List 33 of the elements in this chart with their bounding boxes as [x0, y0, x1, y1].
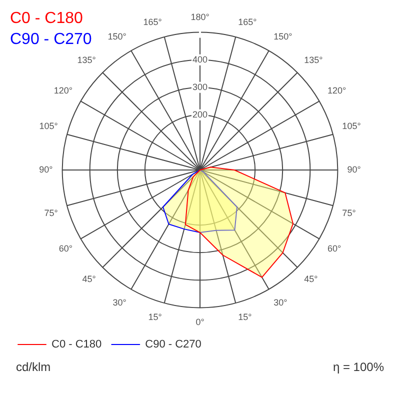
- text: η = 100%: [332, 360, 384, 374]
- spoke-label: 90°: [39, 164, 54, 174]
- spoke-label: 45°: [82, 274, 96, 284]
- spoke-label: 180°: [190, 12, 210, 22]
- spoke-label: 15°: [148, 312, 162, 322]
- spoke-label: 120°: [327, 85, 346, 96]
- spoke-label: 30°: [112, 297, 127, 308]
- y-tick-label: 200: [192, 109, 208, 120]
- spoke-label: 75°: [44, 208, 58, 218]
- spoke-label: 90°: [347, 164, 362, 174]
- spoke-label: 60°: [58, 243, 73, 254]
- text: cd/klm: [16, 360, 51, 374]
- spoke-label: 150°: [108, 32, 127, 42]
- y-tick-label: 300: [192, 82, 208, 92]
- spoke-label: 135°: [304, 55, 324, 65]
- spoke-label: 150°: [274, 32, 293, 42]
- spoke-label: 30°: [274, 297, 288, 308]
- legend-label: C0 - C180: [52, 338, 102, 351]
- spoke-label: 45°: [304, 274, 318, 284]
- text: C0 - C180: [10, 10, 83, 27]
- spoke-label: 165°: [143, 16, 162, 27]
- spoke-label: 15°: [238, 312, 252, 322]
- text: C90 - C270: [10, 31, 92, 48]
- spoke-label: 105°: [342, 120, 362, 131]
- legend-label: C90 - C270: [145, 338, 202, 351]
- spoke-label: 75°: [342, 208, 356, 218]
- spoke-label: 120°: [54, 85, 73, 96]
- spoke-label: 0°: [196, 317, 205, 328]
- y-tick-label: 400: [192, 54, 208, 64]
- spoke-label: 165°: [238, 16, 258, 27]
- spoke-label: 135°: [77, 55, 96, 65]
- spoke-label: 105°: [39, 120, 58, 131]
- spoke-label: 60°: [327, 243, 342, 254]
